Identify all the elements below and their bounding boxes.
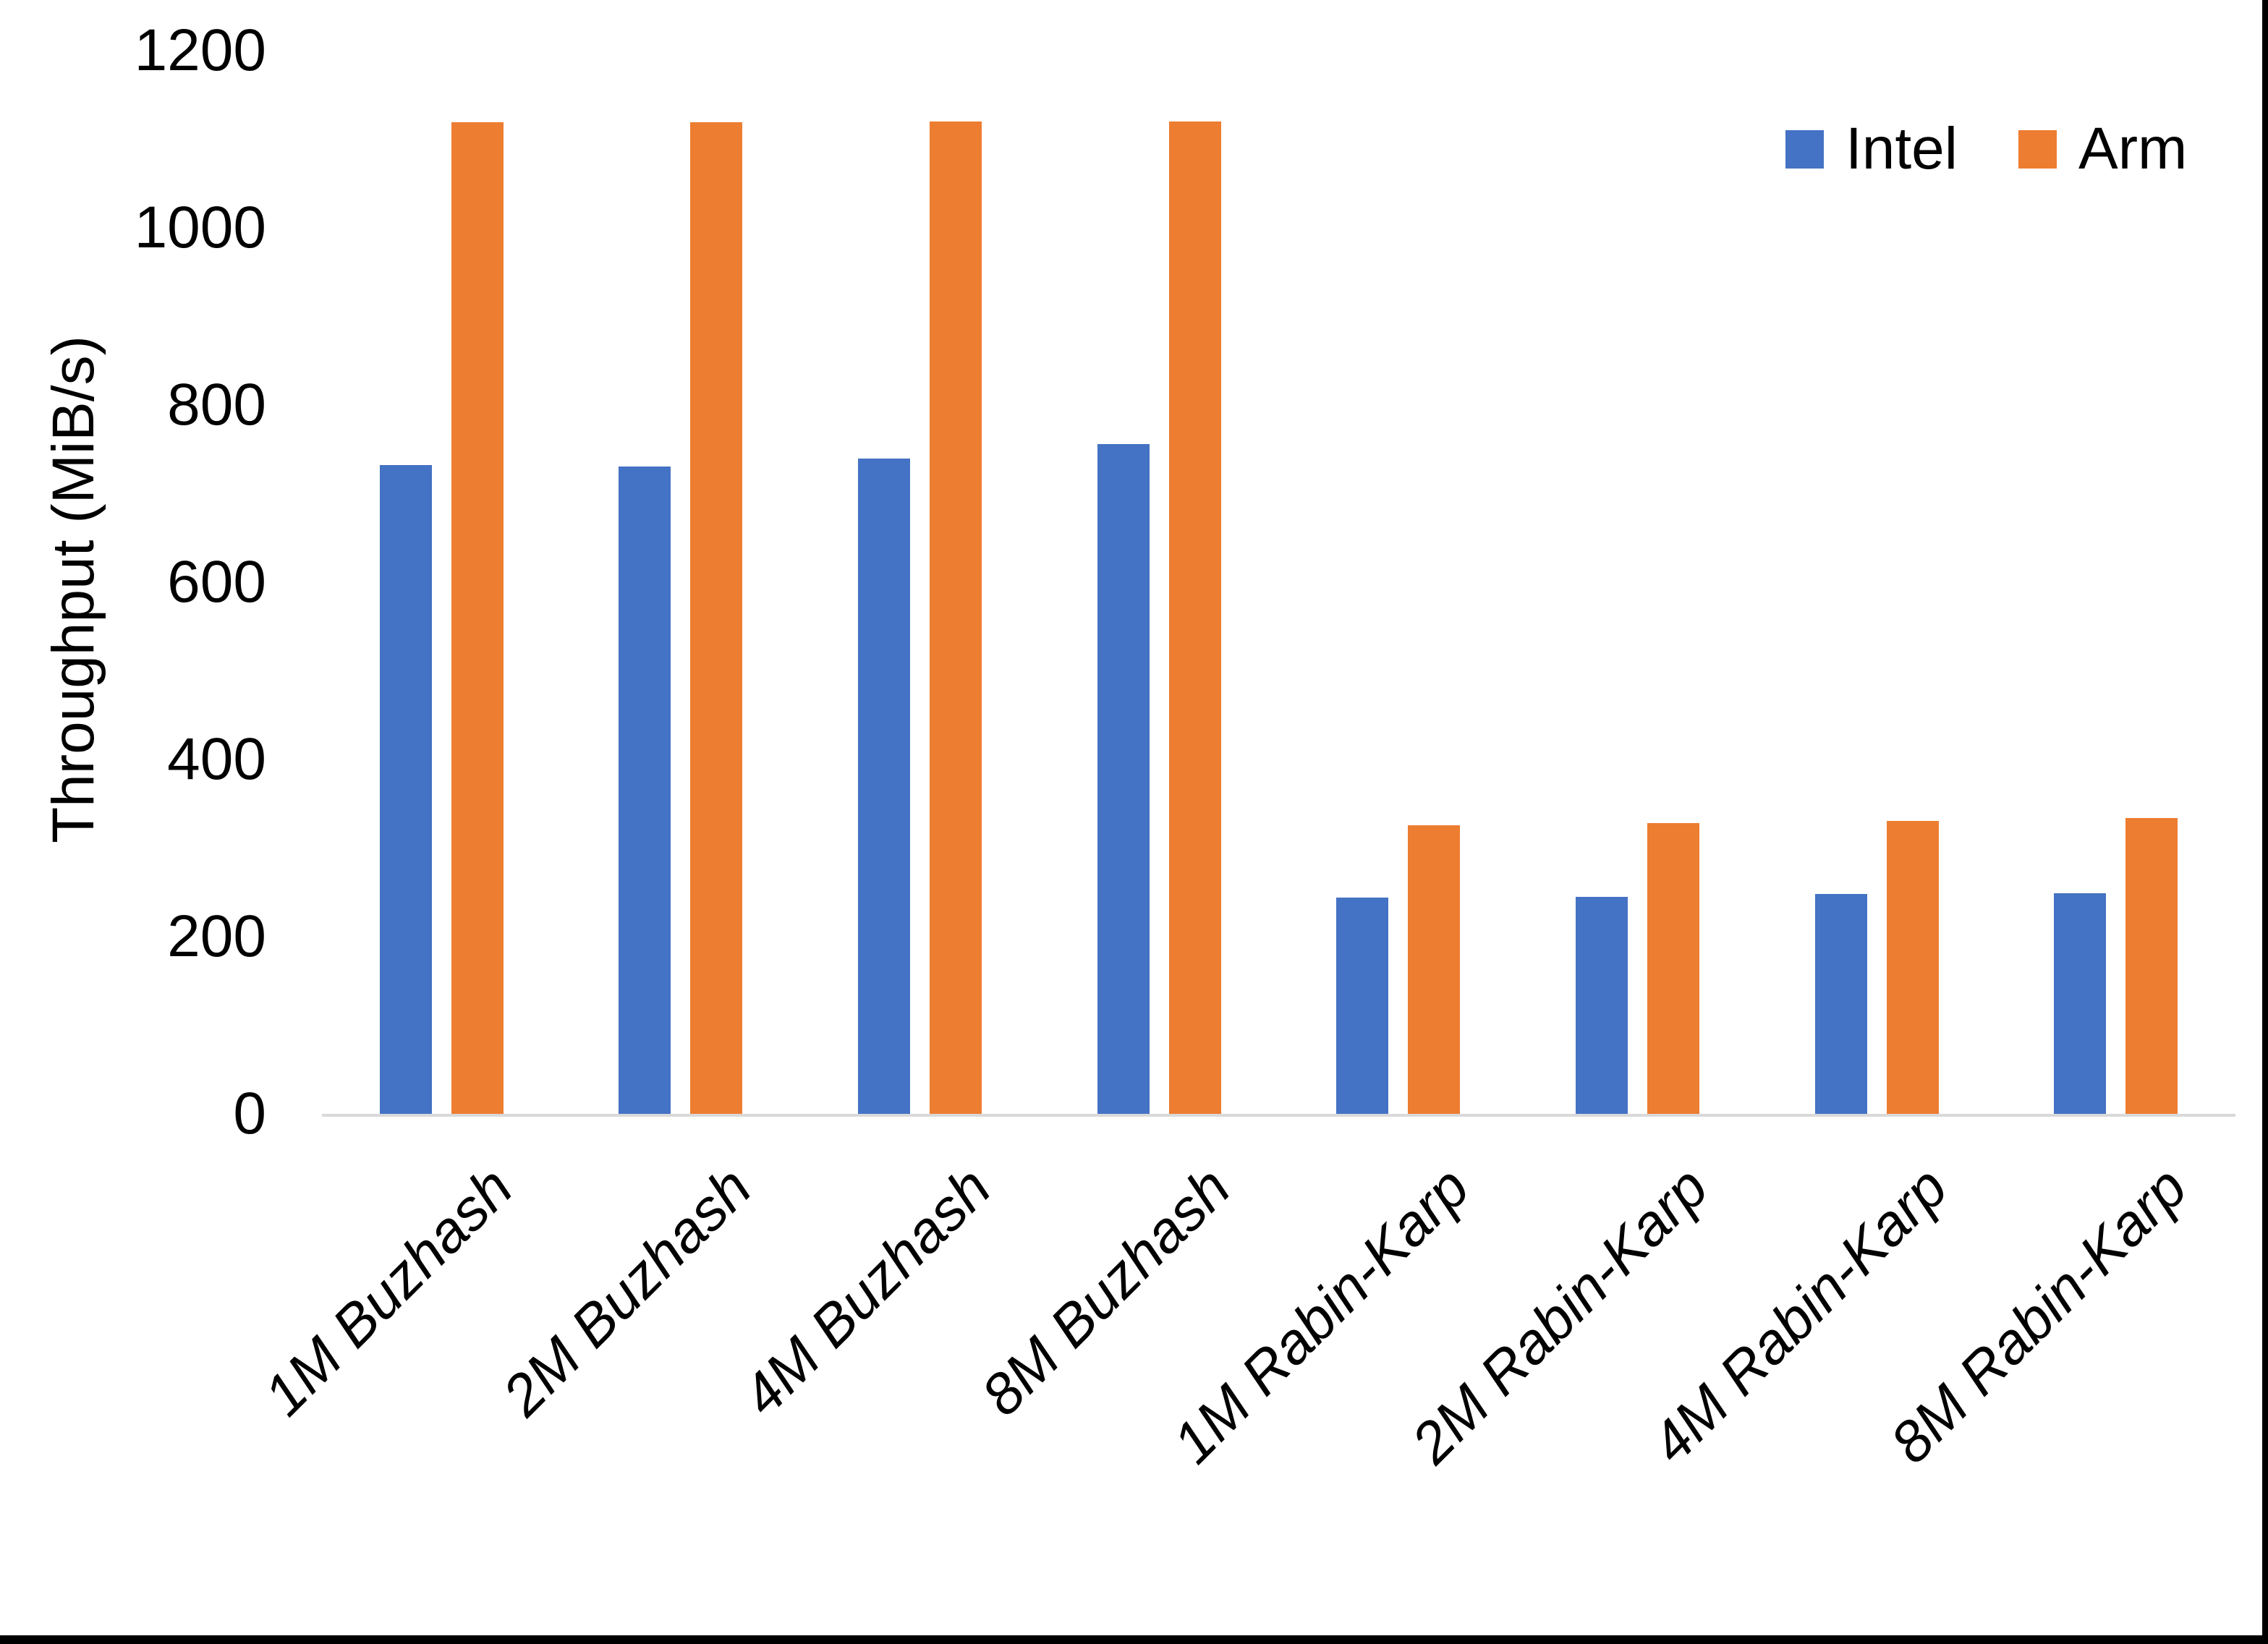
legend-item-arm: Arm bbox=[2018, 119, 2187, 179]
x-axis-category-label: 1M Rabin-Karp bbox=[1160, 1154, 1482, 1475]
bar-arm-2m-buzhash bbox=[690, 122, 743, 1114]
legend-label-arm: Arm bbox=[2078, 116, 2188, 182]
screen-border-right bbox=[2262, 0, 2268, 1644]
bar-group bbox=[1996, 51, 2235, 1114]
y-axis-tick-label: 1200 bbox=[134, 17, 266, 83]
bar-group bbox=[322, 51, 561, 1114]
x-axis-category-label: 8M Rabin-Karp bbox=[1877, 1154, 2199, 1475]
bar-arm-4m-buzhash bbox=[930, 122, 982, 1114]
bar-arm-4m-rabin-karp bbox=[1886, 820, 1939, 1114]
x-axis-category-label: 2M Buzhash bbox=[490, 1154, 764, 1428]
x-axis-category-label: 2M Rabin-Karp bbox=[1399, 1154, 1720, 1475]
bar-intel-4m-buzhash bbox=[858, 458, 911, 1114]
y-axis-tick-labels: 0 200 400 600 800 1000 1200 bbox=[0, 0, 266, 1644]
bar-arm-2m-rabin-karp bbox=[1647, 823, 1699, 1114]
bar-intel-1m-rabin-karp bbox=[1336, 898, 1389, 1114]
bar-intel-2m-buzhash bbox=[619, 466, 671, 1114]
bar-intel-2m-rabin-karp bbox=[1575, 896, 1628, 1114]
bar-arm-1m-rabin-karp bbox=[1408, 825, 1461, 1114]
y-axis-tick-label: 400 bbox=[167, 726, 266, 792]
bar-group bbox=[1757, 51, 1997, 1114]
legend-label-intel: Intel bbox=[1846, 116, 1958, 182]
plot-area bbox=[322, 51, 2235, 1117]
screen-border-bottom bbox=[0, 1635, 2268, 1644]
bar-group bbox=[1518, 51, 1757, 1114]
x-axis-category-label: 4M Buzhash bbox=[729, 1154, 1003, 1428]
y-axis-tick-label: 200 bbox=[167, 903, 266, 969]
bar-group bbox=[800, 51, 1040, 1114]
bar-intel-1m-buzhash bbox=[379, 465, 432, 1114]
bar-arm-8m-rabin-karp bbox=[2125, 817, 2178, 1114]
bar-intel-4m-rabin-karp bbox=[1814, 894, 1867, 1114]
bar-arm-1m-buzhash bbox=[451, 122, 504, 1114]
y-axis-tick-label: 0 bbox=[233, 1081, 266, 1146]
bar-group bbox=[1279, 51, 1519, 1114]
bar-group bbox=[561, 51, 801, 1114]
y-axis-tick-label: 800 bbox=[167, 372, 266, 438]
x-axis-category-label: 8M Buzhash bbox=[969, 1154, 1242, 1428]
legend-swatch-intel bbox=[1785, 129, 1824, 169]
y-axis-tick-label: 600 bbox=[167, 549, 266, 615]
legend-item-intel: Intel bbox=[1785, 119, 1958, 179]
x-axis-category-label: 4M Rabin-Karp bbox=[1639, 1154, 1960, 1475]
legend: Intel Arm bbox=[1785, 119, 2187, 179]
bar-intel-8m-buzhash bbox=[1097, 443, 1150, 1114]
x-axis-category-label: 1M Buzhash bbox=[251, 1154, 524, 1428]
bar-groups bbox=[322, 51, 2235, 1114]
bar-arm-8m-buzhash bbox=[1168, 122, 1221, 1114]
bar-intel-8m-rabin-karp bbox=[2054, 893, 2107, 1114]
y-axis-tick-label: 1000 bbox=[134, 195, 266, 260]
bar-group bbox=[1040, 51, 1279, 1114]
legend-swatch-arm bbox=[2018, 129, 2057, 169]
